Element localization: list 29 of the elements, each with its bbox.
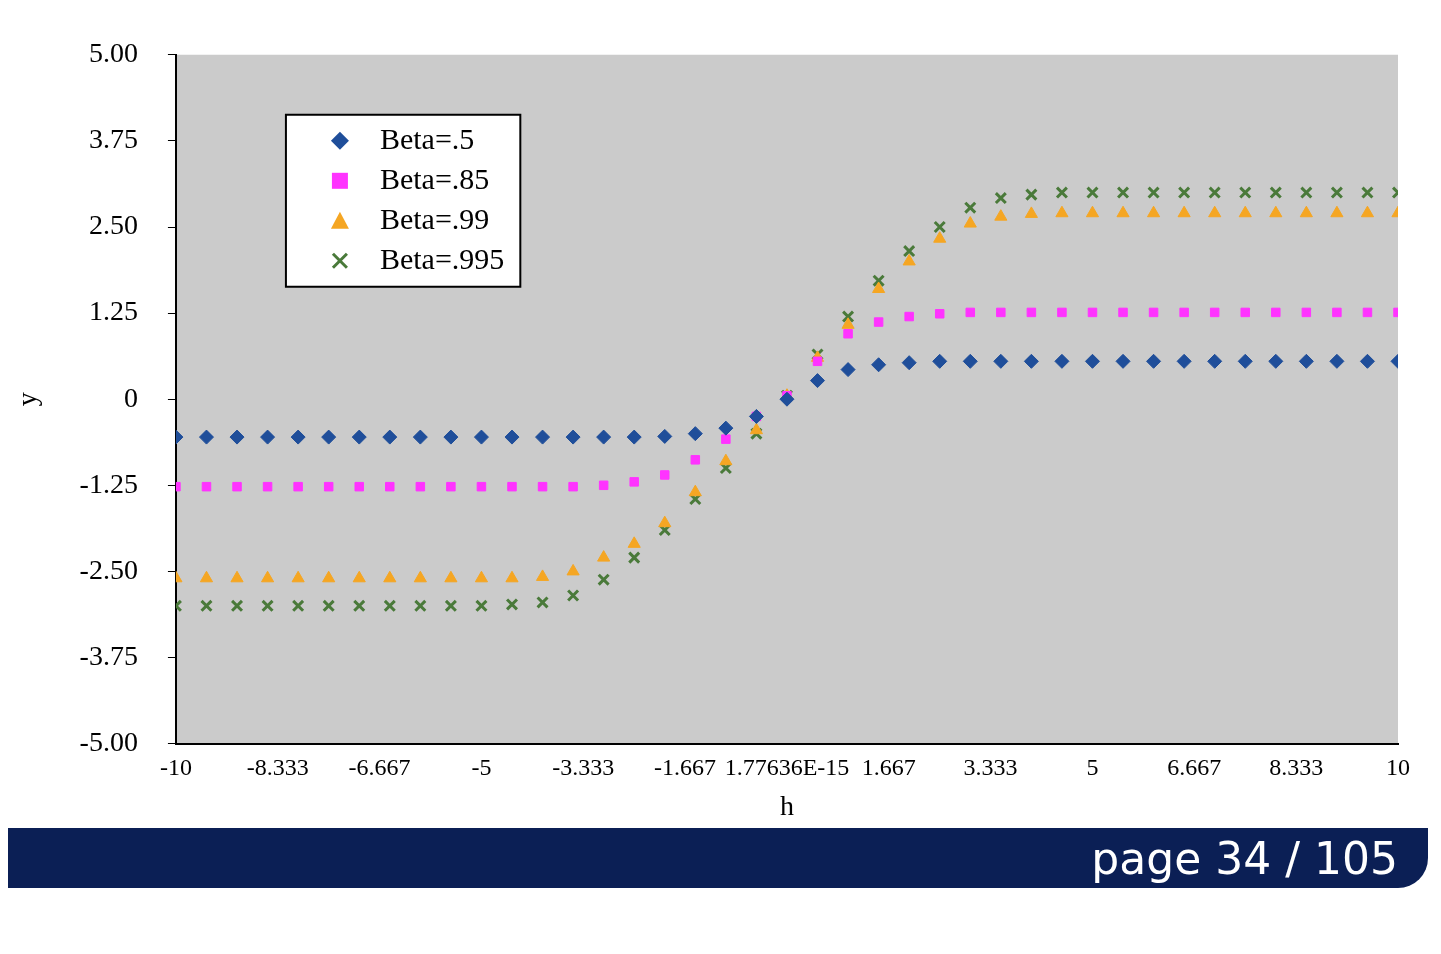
- x-tick-label: 3.333: [963, 754, 1018, 781]
- x-tick-label: 1.77636E-15: [724, 754, 850, 781]
- x-tick-label: -1.667: [654, 754, 717, 781]
- x-tick-label: -5: [471, 754, 492, 781]
- y-tick-label: 3.75: [88, 123, 138, 155]
- page-banner: page 34 / 105: [8, 828, 1428, 888]
- x-tick-label: -8.333: [246, 754, 309, 781]
- x-axis-title: h: [779, 789, 794, 821]
- y-tick-label: 1.25: [88, 295, 138, 327]
- x-tick-label: 10: [1386, 754, 1410, 781]
- x-tick-label: -6.667: [348, 754, 411, 781]
- legend-label: Beta=.85: [379, 161, 490, 195]
- y-axis-title: y: [11, 392, 43, 407]
- y-tick-label: 0: [123, 381, 138, 413]
- x-tick-label: 6.667: [1167, 754, 1222, 781]
- y-tick-label: 5.00: [88, 37, 138, 69]
- y-tick-label: 2.50: [88, 209, 138, 241]
- x-tick-label: 8.333: [1269, 754, 1324, 781]
- x-tick-label: -3.333: [552, 754, 615, 781]
- y-tick-label: -3.75: [79, 639, 138, 671]
- y-tick-label: -2.50: [79, 553, 138, 585]
- legend-label: Beta=.995: [379, 241, 505, 275]
- x-tick-label: 5: [1086, 754, 1099, 781]
- legend-label: Beta=.5: [379, 121, 475, 155]
- x-tick-label: 1.667: [861, 754, 916, 781]
- y-tick-label: -1.25: [79, 467, 138, 499]
- x-tick-label: -10: [159, 754, 192, 781]
- y-tick-label: -5.00: [79, 725, 138, 757]
- legend-label: Beta=.99: [379, 201, 490, 235]
